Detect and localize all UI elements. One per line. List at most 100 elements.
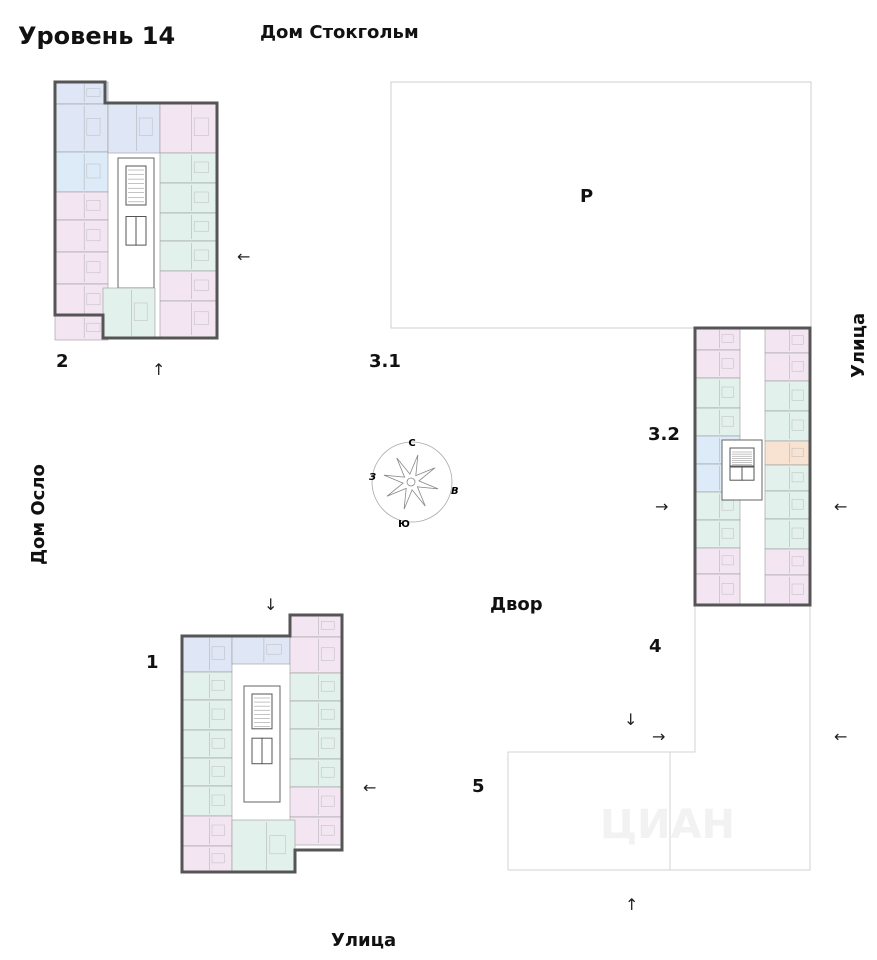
apartment[interactable] [694,407,741,437]
furniture [86,322,101,332]
street-right-label: Улица [848,313,869,378]
neighbor-oslo-label: Дом Осло [28,464,49,565]
furniture [211,794,225,806]
section-3-1-label: 3.1 [369,351,401,372]
section-5-label: 5 [472,776,485,797]
furniture [86,293,101,306]
apartment[interactable] [159,240,218,272]
apartment[interactable] [694,519,741,549]
apartment[interactable] [159,300,218,338]
furniture [86,118,101,136]
entrance-arrow-left-icon: ← [834,497,847,516]
furniture [193,117,209,136]
apartment[interactable] [159,270,218,302]
compass-north: С [408,438,415,449]
apartment[interactable] [764,574,811,606]
apartment[interactable] [764,440,811,466]
apartment[interactable] [54,315,109,341]
entrance-arrow-right-icon: → [655,497,668,516]
entrance-arrow-up-icon: ↑ [152,360,165,379]
furniture [320,767,335,778]
apartment[interactable] [289,700,343,730]
furniture [86,261,101,274]
furniture [791,472,804,483]
apartment[interactable] [159,152,218,184]
furniture [211,853,225,864]
apartment[interactable] [181,635,233,673]
furniture [86,200,101,211]
apartment[interactable] [181,699,233,731]
apartment[interactable] [764,327,811,354]
elevator [741,466,755,481]
furniture [211,680,225,691]
furniture [133,302,148,321]
building-outline [53,80,219,340]
furniture [320,621,335,630]
furniture [86,88,101,97]
furniture [193,279,209,291]
furniture [269,835,286,855]
furniture [791,556,804,567]
section-4-label: 4 [649,636,662,657]
furniture [193,311,209,325]
apartment[interactable] [54,191,109,221]
compass-rose-icon: С Ю З В [369,438,459,530]
furniture [791,527,804,539]
furniture [193,191,209,203]
entrance-arrow-up-icon: ↑ [625,895,638,914]
furniture [721,583,734,595]
compass-east: В [451,486,459,497]
elevator [261,737,273,765]
furniture [721,334,734,343]
furniture [721,358,734,369]
parking-block[interactable] [390,81,812,329]
furniture [791,447,804,457]
furniture [721,528,734,539]
apartment[interactable] [289,672,343,702]
courtyard-label: Двор [490,594,543,615]
apartment[interactable] [764,410,811,442]
furniture [320,795,335,807]
apartment[interactable] [694,573,741,606]
furniture [211,766,225,777]
apartment[interactable] [54,103,109,153]
furniture [193,161,209,173]
apartment[interactable] [181,671,233,701]
apartment[interactable] [289,636,343,674]
apartment[interactable] [159,182,218,214]
parking-label: P [580,186,593,207]
level-title: Уровень 14 [18,22,175,50]
entrance-arrow-down-icon: ↓ [624,710,637,729]
furniture [211,708,225,720]
section-2-label: 2 [56,351,69,372]
furniture [138,117,153,136]
furniture [193,221,209,232]
apartment[interactable] [107,102,161,154]
apartment[interactable] [764,490,811,520]
apartment[interactable] [764,548,811,576]
furniture [791,361,804,372]
entrance-arrow-right-icon: → [652,727,665,746]
furniture [193,249,209,261]
furniture [320,737,335,749]
street-bottom-label: Улица [331,930,396,951]
entrance-arrow-left-icon: ← [834,727,847,746]
furniture [86,229,101,242]
apartment[interactable] [289,758,343,788]
apartment[interactable] [231,819,296,873]
furniture [211,646,225,660]
apartment[interactable] [181,815,233,847]
entrance-arrow-left-icon: ← [237,247,250,266]
furniture [86,163,101,179]
section-3-2-label: 3.2 [648,424,680,445]
watermark-logo: ЦИАН [600,802,735,848]
apartment[interactable] [54,251,109,285]
apartment[interactable] [694,377,741,409]
furniture [791,499,804,510]
apartment[interactable] [54,151,109,193]
apartment[interactable] [102,287,156,339]
section-1-label: 1 [146,652,159,673]
apartment[interactable] [159,102,218,154]
apartment[interactable] [764,352,811,382]
furniture [721,386,734,398]
